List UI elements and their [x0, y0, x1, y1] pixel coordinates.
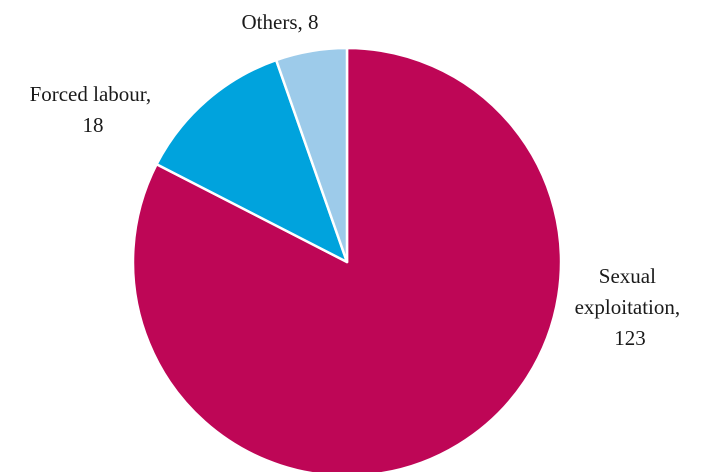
slice-label-others: Others, 8: [242, 10, 319, 34]
slice-label-sexual-exploitation: Sexual exploitation, 123: [575, 264, 686, 350]
slice-label-forced-labour: Forced labour, 18: [30, 82, 157, 137]
pie-slices: [131, 46, 563, 472]
pie-slice-others: [274, 46, 349, 264]
slice-labels: Sexual exploitation, 123 Forced labour, …: [30, 10, 686, 350]
pie-slice-forced-labour: [155, 58, 349, 264]
